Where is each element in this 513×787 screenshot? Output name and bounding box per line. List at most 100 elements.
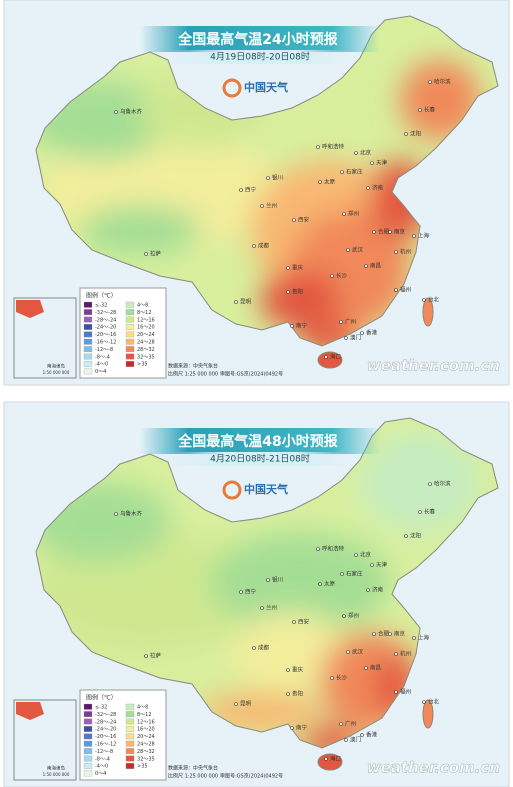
legend-swatch <box>83 770 93 777</box>
inset-scale: 1:50 000 000 <box>43 772 70 777</box>
legend-label: ≤-32 <box>95 303 107 309</box>
watermark: weather.com.cn <box>367 357 500 375</box>
city-dot <box>266 176 270 180</box>
legend-label: 16～20 <box>137 727 155 733</box>
legend-label: -24～-20 <box>95 727 116 733</box>
city-label: 郑州 <box>348 612 359 620</box>
city-dot <box>324 757 328 761</box>
legend-label: 24～28 <box>137 742 155 748</box>
legend-swatch <box>83 733 93 740</box>
city-dot <box>428 482 432 486</box>
city-dot <box>324 355 328 359</box>
city-label: 石家庄 <box>346 168 363 176</box>
city-label: 兰州 <box>266 202 277 210</box>
city-label: 成都 <box>258 644 270 652</box>
hainan <box>317 753 343 771</box>
city-label: 南宁 <box>296 724 308 732</box>
logo-icon <box>222 480 242 500</box>
taiwan <box>422 297 434 327</box>
city-label: 昆明 <box>240 299 252 306</box>
city-dot <box>372 632 376 636</box>
city-label: 郑州 <box>348 210 359 218</box>
legend-label: -4～0 <box>95 362 108 368</box>
city-label: 武汉 <box>352 246 364 254</box>
city-label: 南宁 <box>296 322 308 330</box>
city-label: 广州 <box>345 318 356 326</box>
legend-swatch <box>83 316 93 323</box>
legend-swatch <box>125 763 135 769</box>
legend-swatch <box>83 718 93 725</box>
city-label: 沈阳 <box>410 130 421 138</box>
logo-text: 中国天气 <box>244 80 288 94</box>
legend-swatch <box>83 353 93 360</box>
city-dot <box>418 108 422 112</box>
legend-label: -28～-24 <box>95 317 116 323</box>
temp-zone <box>300 727 360 748</box>
legend-swatch <box>83 368 93 375</box>
city-dot <box>354 151 358 155</box>
hainan <box>317 351 343 369</box>
city-dot <box>422 298 426 302</box>
city-label: 乌鲁木齐 <box>120 108 143 116</box>
legend-label: -8～-4 <box>95 354 110 360</box>
city-dot <box>292 218 296 222</box>
legend-label: >35 <box>137 764 148 770</box>
legend-swatch <box>83 309 93 316</box>
city-label: 北京 <box>360 149 372 157</box>
legend-swatch <box>125 324 135 330</box>
city-label: 澳门 <box>350 736 361 744</box>
city-dot <box>252 646 256 650</box>
legend-label: -32～-28 <box>95 310 116 316</box>
legend-swatch <box>83 346 93 353</box>
city-dot <box>422 700 426 704</box>
city-dot <box>330 274 334 278</box>
city-dot <box>412 636 416 640</box>
city-label: 上海 <box>418 634 430 642</box>
city-label: 合肥 <box>378 630 390 638</box>
city-dot <box>290 726 294 730</box>
city-label: 南昌 <box>370 262 381 270</box>
city-label: 广州 <box>345 720 356 728</box>
inset-title: 南海诸岛 <box>47 363 65 370</box>
legend-label: 32～35 <box>137 756 155 762</box>
legend-label: -24～-20 <box>95 325 116 331</box>
city-dot <box>286 692 290 696</box>
subtitle-ribbon <box>170 50 350 64</box>
city-label: 海口 <box>330 755 341 763</box>
legend-label: 4～8 <box>137 705 148 711</box>
legend-label: -16～-12 <box>95 340 116 346</box>
legend-swatch <box>83 361 93 367</box>
city-dot <box>360 331 364 335</box>
city-label: 西安 <box>298 216 310 224</box>
legend-label: -4～0 <box>95 764 108 770</box>
legend-label: 8～12 <box>137 310 152 316</box>
inset-scale: 1:50 000 000 <box>43 370 70 375</box>
legend-label: -20～-16 <box>95 332 116 338</box>
city-label: 重庆 <box>292 264 304 272</box>
temp-zone <box>400 60 480 140</box>
city-label: 兰州 <box>266 604 277 612</box>
city-label: 福州 <box>400 688 411 696</box>
legend-label: 8～12 <box>137 712 152 718</box>
temp-zone <box>230 612 350 692</box>
city-dot <box>260 606 264 610</box>
city-label: 贵阳 <box>292 288 303 296</box>
city-dot <box>418 510 422 514</box>
legend-box <box>79 689 167 781</box>
city-dot <box>340 170 344 174</box>
review-number: 审图号:GS京(2024)0492号 <box>220 773 283 780</box>
city-dot <box>316 547 320 551</box>
city-dot <box>394 288 398 292</box>
city-label: 哈尔滨 <box>434 480 451 488</box>
city-dot <box>144 252 148 256</box>
city-label: 贵阳 <box>292 690 303 698</box>
legend-swatch <box>125 338 135 345</box>
legend-swatch <box>125 361 135 367</box>
legend-swatch <box>83 324 93 330</box>
city-label: 成都 <box>258 242 270 250</box>
legend-swatch <box>125 726 135 732</box>
legend-swatch <box>125 748 135 755</box>
